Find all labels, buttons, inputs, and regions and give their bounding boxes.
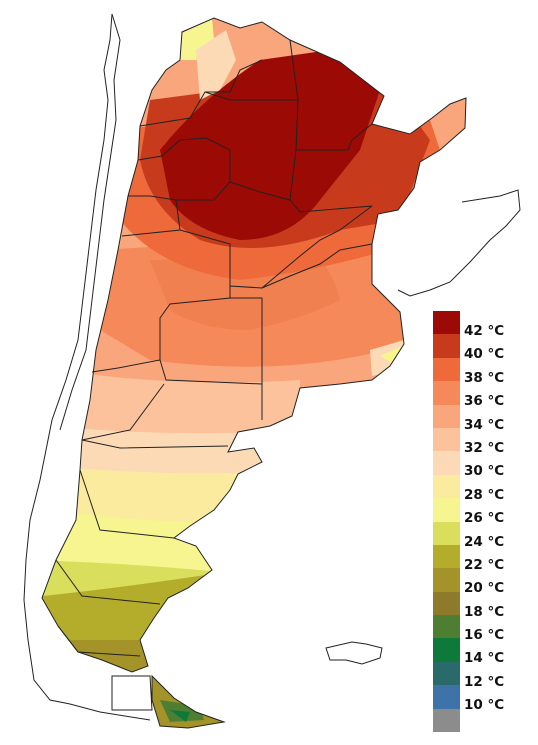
legend-item: 20 °C <box>433 568 533 596</box>
legend-label: 10 °C <box>464 697 505 714</box>
legend-swatch <box>433 311 460 335</box>
legend-item: 12 °C <box>433 661 533 690</box>
legend-swatch <box>433 404 460 428</box>
legend-label: 16 °C <box>464 627 505 644</box>
legend-item: 10 °C <box>433 685 533 713</box>
legend-item: 14 °C <box>433 638 533 666</box>
legend-swatch <box>433 357 460 382</box>
legend-label: 14 °C <box>464 650 505 667</box>
legend-label: 34 °C <box>464 416 505 433</box>
legend-label: 28 °C <box>464 486 505 503</box>
legend-swatch <box>433 381 460 405</box>
legend-label: 32 °C <box>464 439 505 456</box>
legend-swatch <box>433 427 460 452</box>
legend-label: 20 °C <box>464 580 505 597</box>
legend-label: 30 °C <box>464 463 505 480</box>
legend-swatch <box>433 334 460 358</box>
legend-swatch <box>433 615 460 639</box>
legend-item: 18 °C <box>433 591 533 620</box>
legend-swatch <box>433 521 460 545</box>
legend-label: 42 °C <box>464 323 505 339</box>
legend-label: 12 °C <box>464 673 505 690</box>
legend-label: 24 °C <box>464 533 505 550</box>
legend-item: 28 °C <box>433 474 533 503</box>
legend-swatch <box>433 638 460 662</box>
legend-item: 24 °C <box>433 521 533 550</box>
legend-swatch <box>433 498 460 522</box>
legend-swatch <box>433 474 460 499</box>
legend-item: 16 °C <box>433 615 533 643</box>
legend-swatch <box>433 591 460 616</box>
legend-swatch <box>433 661 460 686</box>
legend-swatch <box>433 685 460 709</box>
legend-item: 22 °C <box>433 544 533 573</box>
legend-item: 32 °C <box>433 427 533 456</box>
legend-label: 18 °C <box>464 603 505 620</box>
legend-item: 36 °C <box>433 381 533 409</box>
legend-swatch <box>433 568 460 592</box>
legend-item: 42 °C <box>433 311 533 339</box>
legend-item <box>433 708 533 733</box>
legend-label: 36 °C <box>464 393 505 410</box>
neighbour-borders <box>23 13 521 721</box>
legend-item: 30 °C <box>433 451 533 479</box>
legend-swatch <box>433 451 460 475</box>
legend-swatch <box>433 544 460 569</box>
legend-swatch <box>433 708 460 733</box>
legend-label: 38 °C <box>464 369 505 386</box>
legend-item: 40 °C <box>433 334 533 362</box>
legend-item: 26 °C <box>433 498 533 526</box>
legend-item: 38 °C <box>433 357 533 386</box>
legend-label: 22 °C <box>464 556 505 573</box>
temperature-legend: 42 °C 40 °C 38 °C 36 °C 34 °C 32 °C 30 °C 28 °C… <box>433 311 533 733</box>
legend-label: 40 °C <box>464 346 505 363</box>
legend-label: 26 °C <box>464 510 505 527</box>
legend-item: 34 °C <box>433 404 533 433</box>
